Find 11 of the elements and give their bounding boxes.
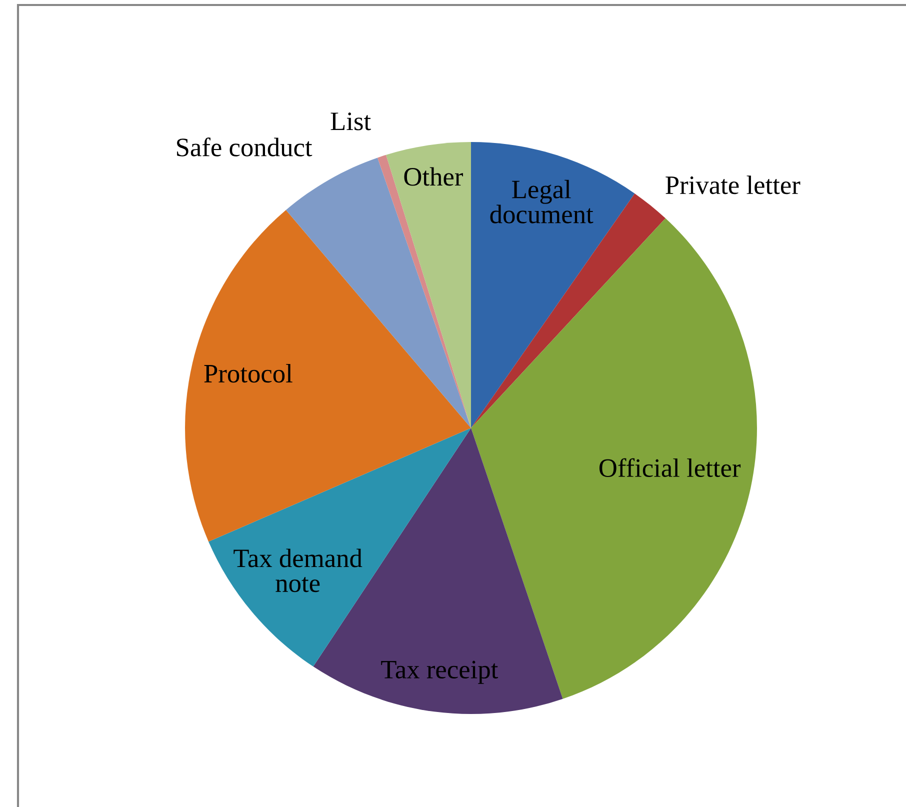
slice-label: Safe conduct [177, 138, 312, 156]
slice-label: Other [404, 167, 463, 186]
pie-slice [185, 210, 471, 542]
slice-label: Private letter [666, 176, 800, 194]
pie-slice [471, 142, 635, 428]
slice-label: Legal document [490, 180, 594, 224]
slice-label: Official letter [599, 458, 741, 478]
slice-label: Tax receipt [381, 660, 498, 684]
slice-label: Tax demand note [234, 548, 362, 592]
slice-label: Protocol [204, 364, 292, 383]
slice-label: List [330, 112, 371, 130]
